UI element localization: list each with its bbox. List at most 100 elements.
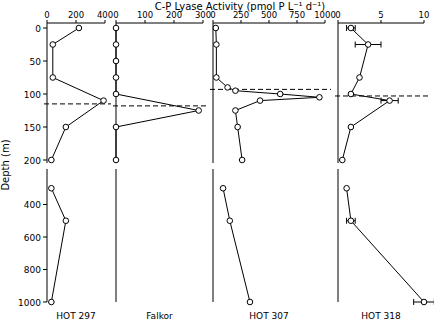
y-tick-label: 150	[24, 123, 41, 133]
marker	[340, 157, 346, 163]
y-tick	[43, 302, 47, 303]
marker	[357, 75, 363, 81]
x-tick-label: 0	[44, 10, 49, 20]
y-axis	[47, 169, 48, 302]
panel-label: HOT 307	[249, 311, 288, 321]
x-tick-label: 100	[137, 10, 153, 20]
x-tick-label: 300	[195, 10, 211, 20]
x-tick	[325, 20, 326, 23]
error-bar	[414, 299, 434, 305]
y-axis	[213, 169, 214, 302]
x-tick	[47, 20, 48, 23]
x-tick-label: 250	[233, 10, 249, 20]
profile-line	[342, 28, 389, 160]
y-tick	[43, 160, 47, 161]
y-tick	[43, 94, 47, 95]
error-bar	[347, 25, 356, 31]
y-tick-label: 600	[24, 233, 41, 243]
panel-label: HOT 318	[361, 311, 401, 321]
marker	[113, 58, 119, 64]
marker	[101, 98, 107, 104]
x-tick	[297, 20, 298, 23]
x-tick	[424, 20, 425, 23]
panel-label: HOT 297	[56, 311, 95, 321]
marker	[113, 91, 119, 97]
x-tick	[105, 20, 106, 23]
plot-area	[113, 25, 209, 163]
x-tick	[338, 20, 339, 23]
x-tick	[269, 20, 270, 23]
marker	[113, 42, 119, 48]
marker	[214, 75, 220, 81]
marker	[348, 91, 354, 97]
x-tick-label: 1000	[314, 10, 336, 20]
marker	[220, 185, 226, 191]
reference-line	[44, 103, 111, 104]
plot-area	[210, 25, 331, 305]
x-axis	[116, 23, 203, 24]
marker	[50, 75, 56, 81]
marker	[365, 42, 371, 48]
marker	[113, 124, 119, 130]
marker	[49, 157, 55, 163]
y-tick	[43, 269, 47, 270]
panel-label: Falkor	[146, 311, 173, 321]
marker	[233, 108, 239, 114]
error-bar	[381, 98, 398, 104]
y-tick	[43, 127, 47, 128]
x-tick-label: 0	[335, 10, 340, 20]
marker	[235, 124, 241, 130]
profile-line	[51, 188, 66, 302]
y-axis	[338, 169, 339, 302]
plot-area	[44, 25, 111, 305]
marker	[239, 157, 245, 163]
plot-area	[335, 25, 434, 305]
marker	[277, 91, 283, 97]
x-tick-label: 750	[289, 10, 305, 20]
y-tick-label: 0	[35, 24, 41, 34]
profile-line	[347, 188, 424, 302]
x-tick	[76, 20, 77, 23]
x-tick	[116, 20, 117, 23]
x-tick-label: 500	[261, 10, 277, 20]
x-tick-label: 5	[378, 10, 383, 20]
marker	[257, 98, 263, 104]
marker	[76, 25, 82, 31]
marker	[49, 185, 55, 191]
y-axis	[116, 169, 117, 302]
marker	[196, 108, 202, 114]
marker	[233, 88, 239, 94]
y-tick	[43, 61, 47, 62]
marker	[348, 124, 354, 130]
marker	[344, 185, 350, 191]
x-tick	[381, 20, 382, 23]
marker	[113, 75, 119, 81]
x-tick-label: 10	[419, 10, 430, 20]
x-tick-label: 200	[166, 10, 182, 20]
x-tick-label: 400	[97, 10, 113, 20]
y-tick	[43, 237, 47, 238]
x-tick	[174, 20, 175, 23]
error-bar	[355, 42, 381, 48]
profile-line	[216, 28, 320, 160]
y-tick-label: 1000	[18, 298, 41, 308]
marker	[113, 25, 119, 31]
x-tick	[145, 20, 146, 23]
y-axis	[47, 23, 48, 163]
marker	[50, 42, 56, 48]
x-tick-label: 0	[113, 10, 118, 20]
x-tick	[241, 20, 242, 23]
x-tick	[203, 20, 204, 23]
marker	[227, 218, 233, 224]
y-tick	[43, 204, 47, 205]
y-label: Depth (m)	[0, 139, 11, 190]
marker	[421, 299, 427, 305]
profile-line	[223, 188, 250, 302]
profile-line	[116, 28, 199, 160]
y-tick	[43, 28, 47, 29]
x-tick	[213, 20, 214, 23]
chart: C-P Lyase Activity (pmol P L⁻¹ d⁻¹)Depth…	[0, 0, 438, 326]
reference-line	[113, 105, 209, 106]
marker	[387, 98, 393, 104]
y-tick-label: 200	[24, 156, 41, 166]
